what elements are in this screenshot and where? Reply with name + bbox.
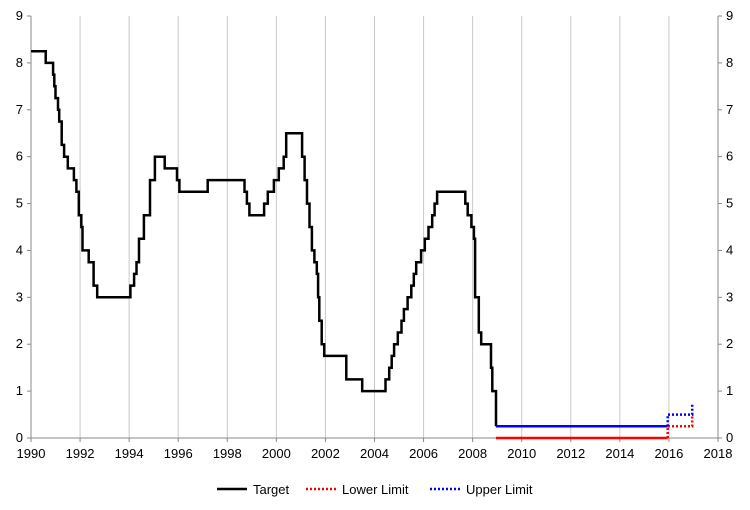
- y-tick-label-right: 8: [726, 55, 733, 70]
- y-tick-label-left: 5: [16, 196, 23, 211]
- y-tick-label-right: 4: [726, 242, 733, 257]
- legend: Target Lower Limit Upper Limit: [217, 482, 533, 497]
- x-tick-label: 2000: [262, 446, 291, 461]
- x-tick-label: 2018: [704, 446, 733, 461]
- x-tick-label: 2014: [605, 446, 634, 461]
- series-lines: [31, 49, 694, 440]
- x-tick-label: 2004: [360, 446, 389, 461]
- y-tick-label-right: 2: [726, 336, 733, 351]
- y-tick-label-right: 9: [726, 8, 733, 23]
- x-tick-label: 2016: [654, 446, 683, 461]
- y-tick-label-left: 2: [16, 336, 23, 351]
- y-tick-label-left: 0: [16, 430, 23, 445]
- y-tick-label-left: 1: [16, 383, 23, 398]
- series-line-upper-limit-dotted: [666, 402, 694, 427]
- y-tick-label-right: 3: [726, 289, 733, 304]
- series-line-target: [31, 49, 498, 427]
- y-tick-label-left: 8: [16, 55, 23, 70]
- x-tick-label: 1996: [164, 446, 193, 461]
- x-tick-label: 2002: [311, 446, 340, 461]
- y-tick-label-right: 0: [726, 430, 733, 445]
- y-tick-label-right: 5: [726, 196, 733, 211]
- y-tick-label-right: 6: [726, 149, 733, 164]
- series-line-lower-limit-dotted: [666, 414, 694, 438]
- x-tick-label: 2010: [507, 446, 536, 461]
- tick-labels: 0 0 1 1 2 2 3 3 4 4 5 5 6 6 7 7 8 8 9 9 1990 1992 1994 1996 1998…: [16, 8, 733, 461]
- y-tick-label-right: 7: [726, 102, 733, 117]
- legend-label-upper-limit: Upper Limit: [466, 482, 533, 497]
- x-tick-label: 2008: [458, 446, 487, 461]
- y-tick-label-left: 7: [16, 102, 23, 117]
- y-tick-label-left: 3: [16, 289, 23, 304]
- x-tick-label: 1998: [213, 446, 242, 461]
- x-tick-label: 1992: [66, 446, 95, 461]
- y-tick-label-right: 1: [726, 383, 733, 398]
- legend-label-target: Target: [253, 482, 290, 497]
- legend-label-lower-limit: Lower Limit: [342, 482, 409, 497]
- grid-lines: [79, 16, 670, 438]
- y-tick-label-left: 9: [16, 8, 23, 23]
- x-tick-label: 2006: [409, 446, 438, 461]
- y-tick-label-left: 6: [16, 149, 23, 164]
- x-tick-label: 1994: [115, 446, 144, 461]
- y-tick-label-left: 4: [16, 242, 23, 257]
- x-tick-label: 1990: [17, 446, 46, 461]
- x-tick-label: 2012: [556, 446, 585, 461]
